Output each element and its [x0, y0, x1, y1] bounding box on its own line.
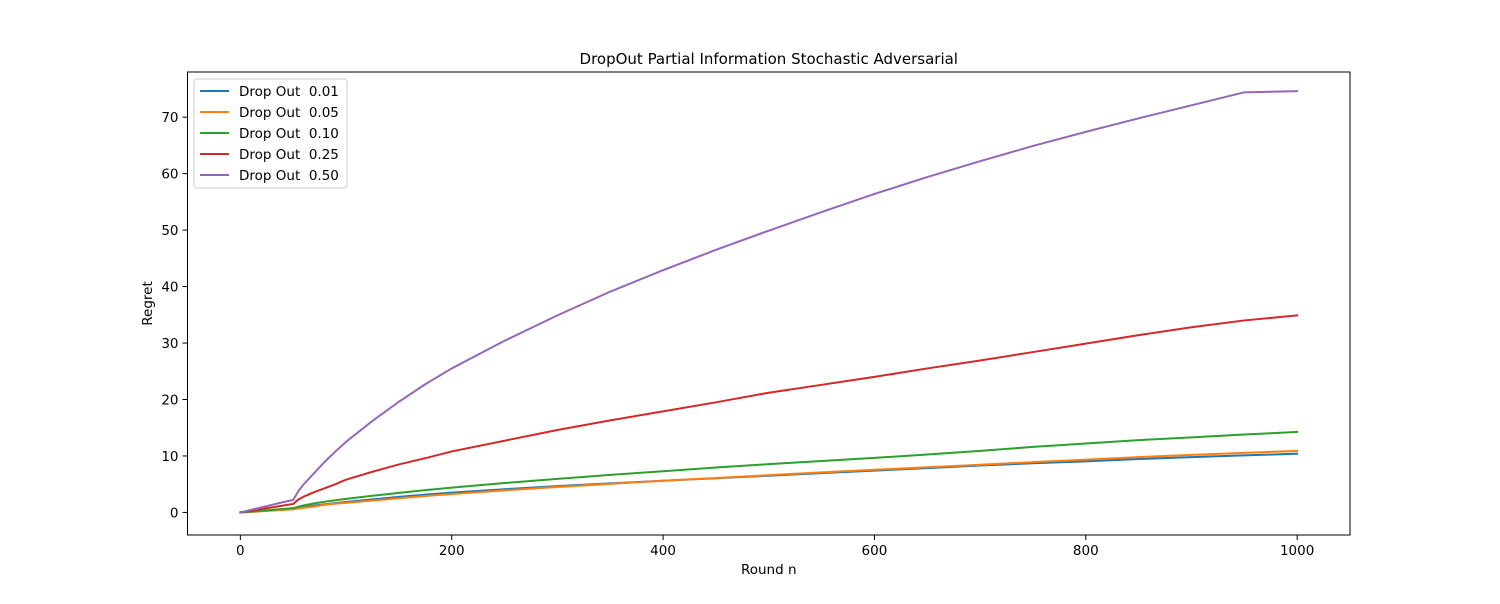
legend-label-0: Drop Out 0.01 — [239, 84, 339, 100]
series-line-2 — [239, 430, 1299, 514]
legend-label-2: Drop Out 0.10 — [239, 126, 339, 142]
y-tick-label: 30 — [161, 336, 178, 352]
y-tick-label: 20 — [161, 392, 178, 408]
y-axis: 0 10 20 30 40 50 60 70 — [161, 110, 188, 521]
legend-label-3: Drop Out 0.25 — [239, 147, 339, 163]
series-line-0 — [239, 452, 1299, 514]
chart-title: DropOut Partial Information Stochastic A… — [580, 50, 958, 68]
y-axis-label: Regret — [140, 281, 156, 326]
y-tick-label: 50 — [161, 223, 178, 239]
legend: Drop Out 0.01 Drop Out 0.05 Drop Out 0.10 D… — [193, 78, 348, 189]
y-tick-label: 40 — [161, 280, 178, 296]
x-tick-label: 400 — [650, 543, 676, 559]
y-tick-label: 10 — [161, 449, 178, 465]
x-tick-label: 600 — [862, 543, 888, 559]
x-axis: 0 200 400 600 800 1000 — [236, 535, 1314, 559]
legend-label-1: Drop Out 0.05 — [239, 105, 339, 121]
x-tick-label: 0 — [236, 543, 245, 559]
y-tick-label: 60 — [161, 167, 178, 183]
x-tick-label: 200 — [439, 543, 465, 559]
x-tick-label: 800 — [1073, 543, 1099, 559]
y-tick-label: 70 — [161, 110, 178, 126]
x-axis-label: Round n — [741, 562, 797, 578]
series-line-3 — [239, 314, 1299, 514]
series-line-4 — [239, 90, 1299, 514]
plot-frame — [187, 71, 1351, 536]
series-line-1 — [239, 449, 1299, 514]
legend-label-4: Drop Out 0.50 — [239, 168, 339, 184]
legend-frame — [193, 78, 348, 189]
y-tick-label: 0 — [170, 505, 179, 521]
x-tick-label: 1000 — [1280, 543, 1314, 559]
plot-lines — [239, 90, 1299, 514]
